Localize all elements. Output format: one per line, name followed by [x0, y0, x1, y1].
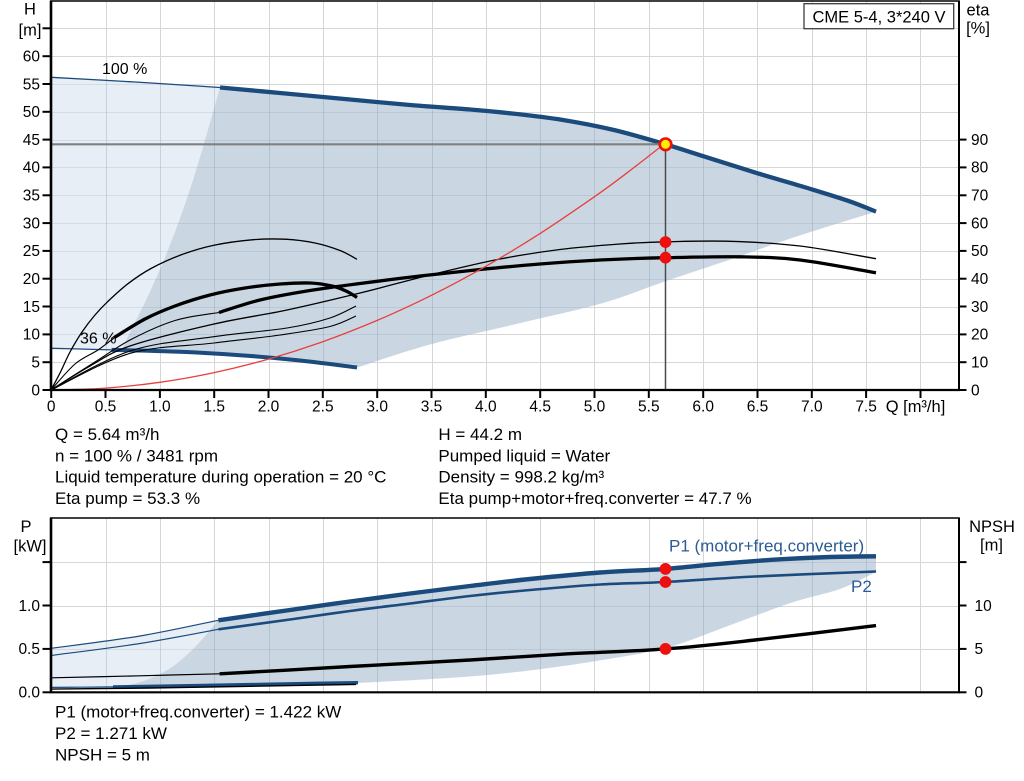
svg-text:20: 20: [23, 271, 41, 288]
svg-text:NPSH: NPSH: [969, 518, 1015, 536]
svg-text:4.5: 4.5: [529, 399, 551, 416]
svg-text:15: 15: [23, 299, 40, 316]
svg-text:2.0: 2.0: [258, 399, 280, 416]
svg-text:0.0: 0.0: [18, 685, 40, 702]
svg-text:0: 0: [975, 685, 984, 702]
svg-text:P: P: [20, 518, 31, 536]
svg-text:6.0: 6.0: [692, 399, 714, 416]
svg-text:0: 0: [47, 399, 56, 416]
svg-text:2.5: 2.5: [312, 399, 334, 416]
svg-text:P1 (motor+freq.converter) = 1.: P1 (motor+freq.converter) = 1.422 kW: [55, 703, 341, 722]
svg-text:0: 0: [971, 382, 980, 399]
svg-text:45: 45: [23, 132, 40, 149]
svg-text:10: 10: [975, 598, 993, 615]
svg-text:P1 (motor+freq.converter): P1 (motor+freq.converter): [669, 537, 864, 556]
svg-text:6.5: 6.5: [747, 399, 769, 416]
svg-text:1.5: 1.5: [203, 399, 225, 416]
svg-text:P2 = 1.271 kW: P2 = 1.271 kW: [55, 724, 167, 743]
svg-text:[kW]: [kW]: [14, 538, 47, 556]
svg-text:50: 50: [23, 104, 41, 121]
svg-text:5.5: 5.5: [638, 399, 660, 416]
svg-text:NPSH = 5 m: NPSH = 5 m: [55, 746, 150, 765]
svg-text:5: 5: [975, 641, 984, 658]
svg-text:0: 0: [31, 382, 40, 399]
svg-text:0.5: 0.5: [18, 641, 40, 658]
svg-text:3.5: 3.5: [421, 399, 443, 416]
svg-text:Q = 5.64 m³/h: Q = 5.64 m³/h: [55, 425, 159, 444]
svg-text:4.0: 4.0: [475, 399, 497, 416]
svg-text:40: 40: [971, 271, 989, 288]
svg-text:1.0: 1.0: [149, 399, 171, 416]
svg-text:[m]: [m]: [19, 22, 42, 40]
svg-text:1.0: 1.0: [18, 598, 40, 615]
svg-text:60: 60: [23, 49, 41, 66]
svg-text:n = 100 % / 3481 rpm: n = 100 % / 3481 rpm: [55, 446, 218, 465]
svg-text:0.5: 0.5: [95, 399, 117, 416]
svg-text:10: 10: [23, 327, 41, 344]
svg-text:55: 55: [23, 76, 40, 93]
svg-text:[m]: [m]: [980, 537, 1003, 555]
svg-text:3.0: 3.0: [366, 399, 388, 416]
svg-text:25: 25: [23, 243, 40, 260]
svg-text:Eta pump+motor+freq.converter: Eta pump+motor+freq.converter = 47.7 %: [438, 489, 751, 508]
svg-text:36 %: 36 %: [80, 331, 116, 348]
svg-text:40: 40: [23, 160, 41, 177]
svg-text:10: 10: [971, 355, 989, 372]
svg-text:Pumped liquid = Water: Pumped liquid = Water: [438, 446, 610, 465]
svg-text:Eta pump = 53.3 %: Eta pump = 53.3 %: [55, 489, 200, 508]
svg-text:80: 80: [971, 160, 989, 177]
svg-text:30: 30: [971, 299, 989, 316]
svg-text:60: 60: [971, 215, 989, 232]
svg-text:Q [m³/h]: Q [m³/h]: [886, 398, 946, 416]
svg-text:[%]: [%]: [966, 20, 990, 38]
svg-text:5.0: 5.0: [584, 399, 606, 416]
svg-text:eta: eta: [967, 2, 991, 20]
svg-text:100 %: 100 %: [102, 61, 147, 78]
svg-text:30: 30: [23, 215, 41, 232]
svg-text:H = 44.2 m: H = 44.2 m: [438, 425, 522, 444]
svg-text:Liquid temperature during oper: Liquid temperature during operation = 20…: [55, 468, 386, 487]
svg-text:70: 70: [971, 188, 989, 205]
svg-text:35: 35: [23, 188, 40, 205]
svg-text:20: 20: [971, 327, 989, 344]
svg-text:90: 90: [971, 132, 989, 149]
svg-text:H: H: [24, 1, 36, 19]
svg-text:5: 5: [31, 355, 40, 372]
svg-text:CME 5-4, 3*240 V: CME 5-4, 3*240 V: [813, 9, 946, 27]
svg-text:Density = 998.2 kg/m³: Density = 998.2 kg/m³: [438, 468, 604, 487]
svg-text:50: 50: [971, 243, 989, 260]
svg-text:7.5: 7.5: [855, 399, 877, 416]
svg-text:7.0: 7.0: [801, 399, 823, 416]
svg-text:P2: P2: [851, 577, 872, 596]
